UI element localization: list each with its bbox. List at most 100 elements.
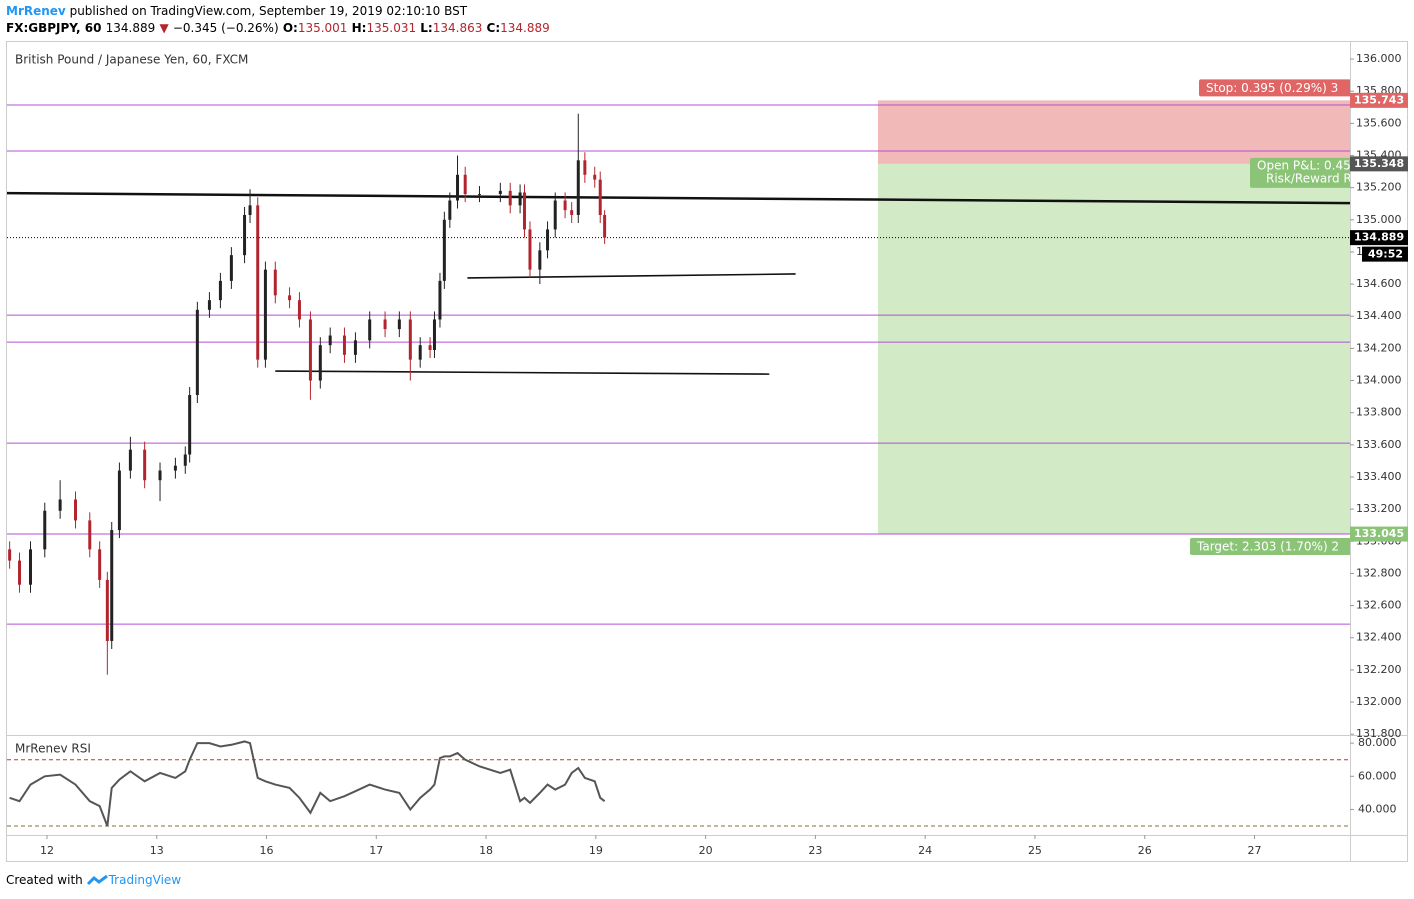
candle-body — [528, 229, 532, 270]
candle-body — [110, 530, 114, 641]
y-tick-label: 135.200 — [1356, 181, 1402, 194]
created-with: Created with — [6, 873, 83, 887]
candle-body — [553, 200, 557, 230]
candle-body — [243, 214, 247, 256]
candle-body — [188, 395, 192, 455]
candle-body — [43, 510, 47, 550]
candle-body — [593, 174, 597, 180]
candle-body — [143, 449, 147, 481]
y-tick-label: 132.000 — [1356, 695, 1402, 708]
y-tick-label: 135.000 — [1356, 213, 1402, 226]
countdown-bg — [1362, 246, 1408, 262]
candle-body — [570, 210, 574, 215]
y-tick-label: 131.800 — [1356, 727, 1402, 740]
candle-body — [598, 179, 602, 215]
candle-body — [183, 454, 187, 466]
x-tick-label: 17 — [369, 844, 383, 857]
author[interactable]: MrRenev — [6, 4, 66, 18]
y-tick-label: 134.400 — [1356, 309, 1402, 322]
trend-line — [275, 370, 770, 375]
y-tick-label: 133.800 — [1356, 406, 1402, 419]
candle-body — [58, 499, 62, 511]
c-label: C: — [486, 21, 501, 35]
stop-price-bg — [1350, 92, 1408, 108]
candle-body — [603, 214, 607, 238]
candle-body — [173, 465, 177, 471]
candle-body — [546, 229, 550, 251]
y-tick-label: 132.400 — [1356, 631, 1402, 644]
stop-label-bg — [1199, 79, 1350, 97]
candle-body — [74, 499, 78, 521]
stop-price: 135.743 — [1354, 93, 1404, 106]
candle-body — [583, 160, 587, 175]
y-tick-label: 132.200 — [1356, 663, 1402, 676]
candle-body — [88, 520, 92, 550]
logo — [86, 874, 108, 885]
candle-body — [498, 190, 502, 195]
target-price-bg — [1350, 526, 1408, 542]
candle-body — [28, 549, 32, 585]
y-tick-label: 60.000 — [1358, 769, 1397, 782]
candle-body — [418, 345, 422, 360]
candle-body — [328, 335, 332, 346]
candle-body — [538, 250, 542, 270]
candle-body — [576, 160, 580, 215]
rr-label-text: Risk/Reward R — [1266, 171, 1352, 185]
last: 134.889 — [105, 21, 156, 35]
symbol: FX:GBPJPY, 60 — [6, 21, 102, 35]
candle-body — [308, 319, 312, 381]
x-tick-label: 27 — [1247, 844, 1261, 857]
l-label: L: — [420, 21, 433, 35]
o-label: O: — [282, 21, 298, 35]
candle-body — [448, 200, 452, 220]
price-pane: Stop: 0.395 (0.29%) 3 Open P&L: 0.45Risk/… — [7, 79, 1352, 675]
entry-price-bg — [1350, 156, 1408, 172]
x-tick-label: 25 — [1028, 844, 1042, 857]
rsi-pane — [7, 740, 1350, 827]
candle-body — [117, 470, 121, 531]
target-label-bg — [1190, 538, 1350, 556]
candle-body — [218, 280, 222, 301]
x-tick-label: 19 — [589, 844, 603, 857]
rsi-line — [9, 740, 606, 827]
candle-body — [342, 335, 346, 355]
y-tick-label: 134.000 — [1356, 374, 1402, 387]
x-tick-label: 24 — [918, 844, 932, 857]
rsi-title: MrRenev RSI — [15, 742, 91, 756]
trend-line — [467, 273, 796, 279]
candle-body — [408, 319, 412, 360]
candle-body — [383, 319, 387, 330]
publish-line: MrRenev published on TradingView.com, Se… — [6, 4, 467, 18]
candle-body — [432, 319, 436, 350]
x-tick-label: 20 — [699, 844, 713, 857]
candle-body — [563, 200, 567, 211]
candle-body — [297, 300, 301, 320]
countdown: 49:52 — [1368, 248, 1403, 261]
brand[interactable]: TradingView — [108, 873, 182, 887]
y-tick-label: 132.600 — [1356, 599, 1402, 612]
y-tick-label: 135.600 — [1356, 116, 1402, 129]
x-tick-label: 12 — [40, 844, 54, 857]
candle-body — [522, 192, 526, 230]
published: published on TradingView.com, September … — [69, 4, 468, 18]
last-price-bg — [1350, 230, 1408, 246]
trend-line — [7, 191, 1350, 205]
change: −0.345 (−0.26%) — [172, 21, 279, 35]
entry-price: 135.348 — [1354, 157, 1404, 170]
candle-body — [508, 190, 512, 206]
candle-body — [456, 174, 460, 201]
h-value: 135.031 — [366, 21, 417, 35]
x-tick-label: 16 — [260, 844, 274, 857]
y-tick-label: 132.800 — [1356, 566, 1402, 579]
candle-body — [368, 319, 372, 341]
direction: ▼ — [159, 21, 169, 35]
symbol-line: FX:GBPJPY, 60 134.889 ▼ −0.345 (−0.26%) … — [6, 21, 550, 35]
candle-body — [195, 309, 199, 396]
y-tick-label: 40.000 — [1358, 802, 1397, 815]
candle-body — [463, 174, 467, 195]
candle-body — [105, 579, 109, 641]
y-tick-label: 136.000 — [1356, 52, 1402, 65]
stop-label-text: Stop: 0.395 (0.29%) 3 — [1206, 81, 1338, 95]
candle-body — [248, 205, 252, 215]
